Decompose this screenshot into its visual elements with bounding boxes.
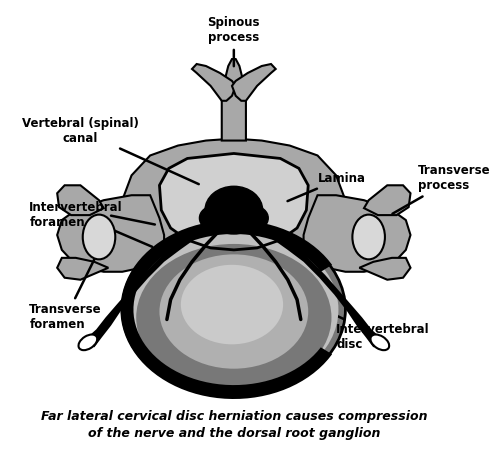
Text: Far lateral cervical disc herniation causes compression: Far lateral cervical disc herniation cau… <box>40 410 427 424</box>
Polygon shape <box>304 195 410 272</box>
Text: Transverse
process: Transverse process <box>392 164 490 214</box>
Ellipse shape <box>240 206 268 230</box>
Text: Intervertebral
disc: Intervertebral disc <box>316 306 430 351</box>
Text: Vertebral (spinal)
canal: Vertebral (spinal) canal <box>22 117 199 184</box>
Polygon shape <box>160 154 308 250</box>
Ellipse shape <box>205 186 262 234</box>
Ellipse shape <box>78 334 97 350</box>
Text: Intervertebral
foramen: Intervertebral foramen <box>30 201 123 229</box>
Ellipse shape <box>160 255 308 368</box>
Polygon shape <box>57 195 164 272</box>
Text: Lamina: Lamina <box>288 172 366 201</box>
Ellipse shape <box>200 206 228 230</box>
Ellipse shape <box>122 223 346 396</box>
Ellipse shape <box>181 265 283 344</box>
Polygon shape <box>222 59 246 141</box>
Polygon shape <box>120 220 332 399</box>
Text: Vertebral
Body: Vertebral Body <box>176 337 239 395</box>
Polygon shape <box>257 224 382 347</box>
Ellipse shape <box>82 215 116 259</box>
Polygon shape <box>192 64 236 101</box>
Polygon shape <box>360 258 410 280</box>
Text: of the nerve and the dorsal root ganglion: of the nerve and the dorsal root ganglio… <box>88 427 380 440</box>
Ellipse shape <box>352 215 385 259</box>
Ellipse shape <box>129 229 338 390</box>
Polygon shape <box>232 64 276 101</box>
Ellipse shape <box>370 334 389 350</box>
Text: Transverse
foramen: Transverse foramen <box>30 252 102 332</box>
Polygon shape <box>57 185 104 215</box>
Polygon shape <box>364 185 410 215</box>
Polygon shape <box>85 224 210 347</box>
Polygon shape <box>57 258 108 280</box>
Ellipse shape <box>136 244 332 391</box>
Text: Spinous
process: Spinous process <box>208 16 260 66</box>
Polygon shape <box>122 139 346 377</box>
